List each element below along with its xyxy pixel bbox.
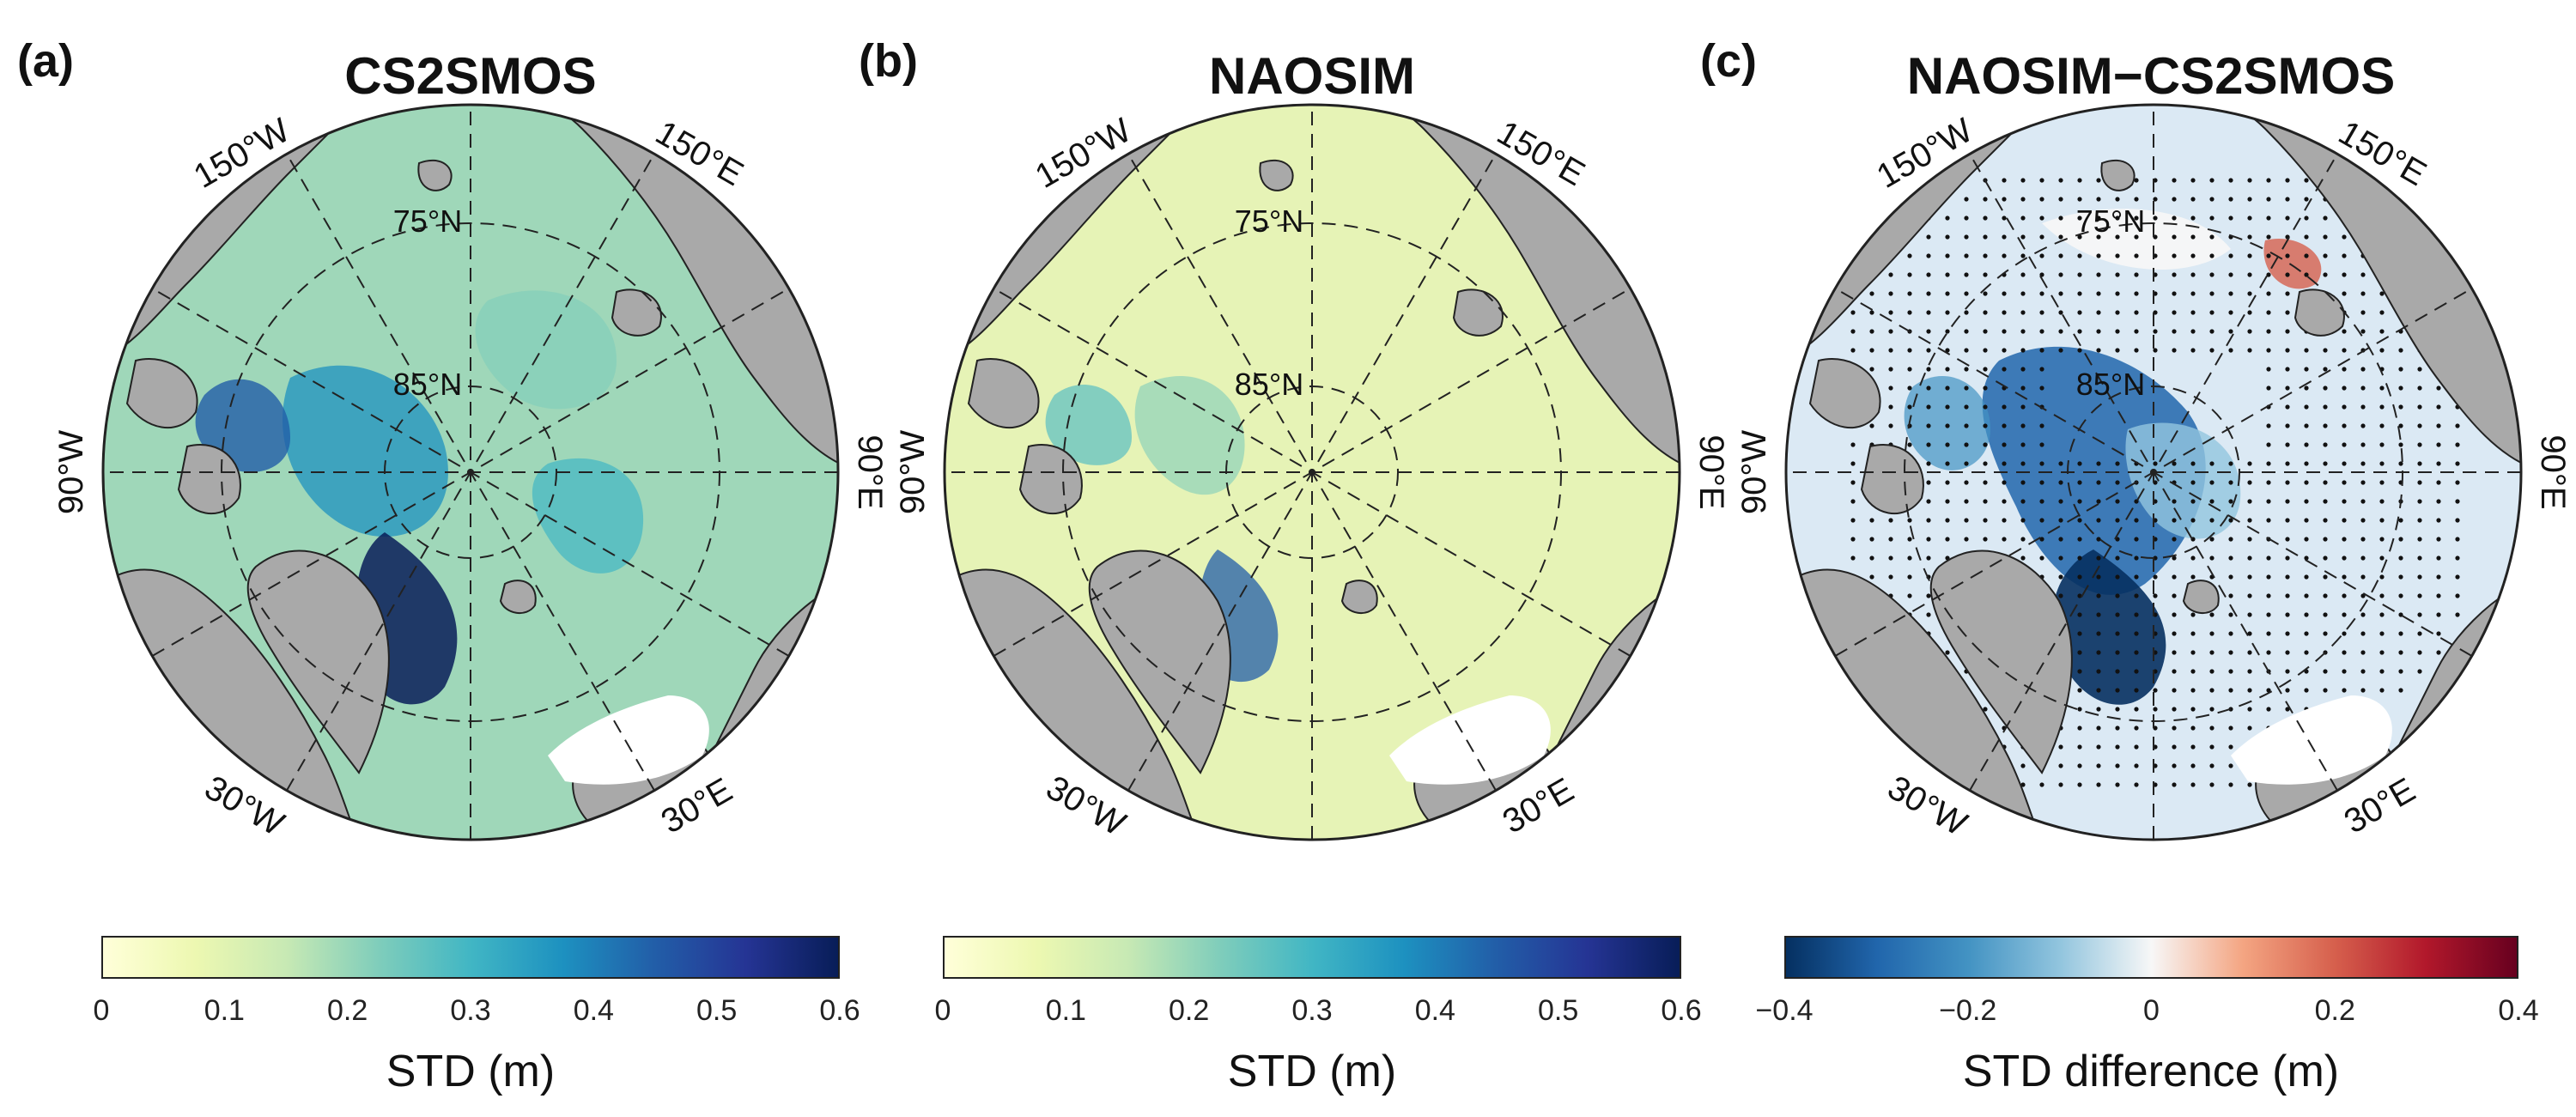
map-frame (943, 103, 1681, 841)
colorbar-tick-label: 0.2 (327, 994, 368, 1027)
anomaly-patch (2052, 549, 2166, 705)
lon-label-90e: 90°E (2534, 434, 2572, 509)
panel-title: CS2SMOS (344, 47, 597, 105)
land-mass (1929, 549, 2073, 774)
open-ocean (548, 695, 709, 785)
land-mass (1860, 444, 1924, 514)
panel-title: NAOSIM−CS2SMOS (1906, 47, 2396, 105)
lat-label-85n: 85°N (393, 367, 462, 402)
colorbar-tick-label: 0.3 (1291, 994, 1333, 1027)
land-mass (1808, 358, 1881, 428)
colorbar (1784, 936, 2518, 979)
land-mass (1088, 549, 1231, 774)
panel-letter: (a) (17, 35, 74, 87)
land-mass (417, 159, 453, 191)
anomaly-patch (283, 365, 448, 537)
graticule (945, 105, 1680, 840)
land-mass (1452, 288, 1504, 337)
graticule (103, 105, 838, 840)
graticule (1786, 105, 2521, 840)
panel-letter: (c) (1700, 35, 1757, 87)
colorbar-tick-label: 0.5 (696, 994, 738, 1027)
lat-label-75n: 75°N (393, 203, 462, 239)
polar-map: 150°W 150°E90°W 90°E30°W 30°E75°N85°N (1735, 103, 2572, 843)
colorbar-tick-label: 0.6 (819, 994, 860, 1027)
colorbar-tick-label: 0.4 (2498, 994, 2539, 1027)
colorbar-label: STD (m) (386, 1047, 556, 1096)
land-mass (611, 288, 662, 337)
colorbar-label: STD (m) (1227, 1047, 1397, 1096)
colorbar-tick-label: 0.5 (1538, 994, 1579, 1027)
colorbar-tick-label: 0.2 (2314, 994, 2355, 1027)
colorbar-tick-label: 0.1 (204, 994, 245, 1027)
anomaly-patch (1982, 346, 2206, 595)
polar-map: 150°W 150°E90°W 90°E30°W 30°E75°N85°N (52, 103, 889, 843)
lat-label-75n: 75°N (1235, 203, 1303, 239)
colorbar-tick-label: 0.4 (573, 994, 614, 1027)
lat-label-85n: 85°N (2076, 367, 2145, 402)
lat-label-75n: 75°N (2076, 203, 2145, 239)
land-mass (1340, 580, 1378, 614)
land-mass (246, 549, 390, 774)
anomaly-patch (1045, 385, 1132, 465)
land-mass (499, 580, 537, 614)
lon-label-90w: 90°W (1735, 430, 1773, 514)
anomaly-patch (475, 290, 617, 410)
map-frame (101, 103, 840, 841)
colorbar-ticks: 0 0.1 0.2 0.3 0.4 0.5 0.6 (94, 994, 860, 1029)
colorbar (101, 936, 840, 979)
colorbar-tick-label: −0.2 (1939, 994, 1997, 1027)
panel-title: NAOSIM (1209, 47, 1415, 105)
land-mass (2293, 288, 2345, 337)
colorbar-tick-label: −0.4 (1755, 994, 1814, 1027)
colorbar-tick-label: 0 (93, 994, 110, 1027)
significance-stipple (1850, 178, 2460, 787)
colorbar-ticks: −0.4 −0.2 0 0.2 0.4 (1755, 994, 2538, 1029)
lon-label-90e: 90°E (851, 434, 889, 509)
land-mass (2182, 580, 2220, 614)
lon-label-90e: 90°E (1692, 434, 1730, 509)
colorbar-tick-label: 0.2 (1169, 994, 1210, 1027)
land-mass (967, 358, 1040, 428)
colorbar-tick-label: 0.1 (1045, 994, 1086, 1027)
land-mass (1018, 444, 1083, 514)
colorbar-tick-label: 0.3 (450, 994, 491, 1027)
land-mass (1259, 159, 1294, 191)
lon-label-90w: 90°W (894, 430, 932, 514)
colorbar (943, 936, 1681, 979)
anomaly-patch (1134, 376, 1245, 495)
open-ocean (2231, 695, 2392, 785)
open-ocean (1389, 695, 1551, 785)
colorbar-label: STD difference (m) (1962, 1047, 2340, 1096)
anomaly-patch (1904, 376, 1990, 470)
anomaly-patch (532, 458, 644, 574)
panel-letter: (b) (859, 35, 918, 87)
lat-label-85n: 85°N (1235, 367, 1303, 402)
colorbar-tick-label: 0.4 (1414, 994, 1455, 1027)
colorbar-tick-label: 0 (2143, 994, 2160, 1027)
colorbar-tick-label: 0 (934, 994, 951, 1027)
colorbar-tick-label: 0.6 (1661, 994, 1702, 1027)
land-mass (177, 444, 241, 514)
polar-map: 150°W 150°E90°W 90°E30°W 30°E75°N85°N (894, 103, 1730, 843)
land-mass (125, 358, 198, 428)
lon-label-90w: 90°W (52, 430, 90, 514)
colorbar-ticks: 0 0.1 0.2 0.3 0.4 0.5 0.6 (935, 994, 1702, 1029)
land-mass (2100, 159, 2136, 191)
map-frame (1784, 103, 2523, 841)
